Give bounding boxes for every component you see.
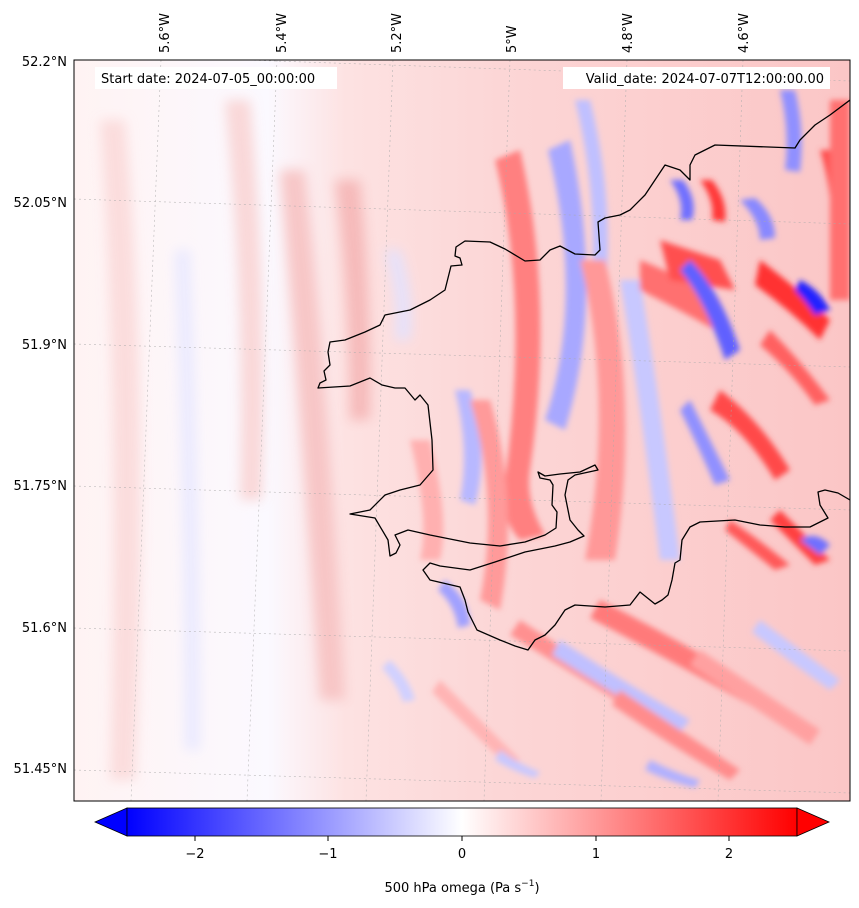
colorbar-tick-label: −2 [185,847,204,862]
colorbar-tick-label: 2 [725,847,733,862]
lon-label: 5.4°W [275,13,290,53]
colorbar-tick-label: −1 [318,847,337,862]
lat-label: 51.45°N [14,762,67,777]
colorbar-extend-high [796,807,830,837]
lon-label: 5.6°W [158,13,173,53]
colorbar-body [126,807,798,837]
colorbar-extend-low [94,807,128,837]
omega-field [74,60,850,801]
latitude-labels: 52.2°N 52.05°N 51.9°N 51.75°N 51.6°N 51.… [14,55,67,777]
lat-label: 51.6°N [22,621,67,636]
colorbar-title: 500 hPa omega (Pa s−1) [384,879,539,896]
lat-label: 51.9°N [22,338,67,353]
lat-label: 52.2°N [22,55,67,70]
valid-date-box [563,67,830,89]
map-frame [73,59,851,802]
colorbar-tick-label: 0 [458,847,466,862]
lat-label: 51.75°N [14,479,67,494]
map-panel: Start date: 2024-07-05_00:00:00 Valid_da… [73,59,851,802]
lon-label: 5.2°W [390,13,405,53]
colorbar-tick-label: 1 [592,847,600,862]
valid-date-text: Valid_date: 2024-07-07T12:00:00.00 [586,72,824,87]
start-date-text: Start date: 2024-07-05_00:00:00 [101,72,315,87]
colorbar: −2 −1 0 1 2 500 hPa omega (Pa s−1) [94,807,830,896]
gridlines [74,60,850,801]
start-date-box [95,67,337,89]
lon-label: 5°W [505,25,520,53]
lon-label: 4.6°W [737,13,752,53]
coastline [317,99,850,651]
lat-label: 52.05°N [14,196,67,211]
longitude-labels: 5.6°W 5.4°W 5.2°W 5°W 4.8°W 4.6°W [158,13,752,53]
lon-label: 4.8°W [621,13,636,53]
